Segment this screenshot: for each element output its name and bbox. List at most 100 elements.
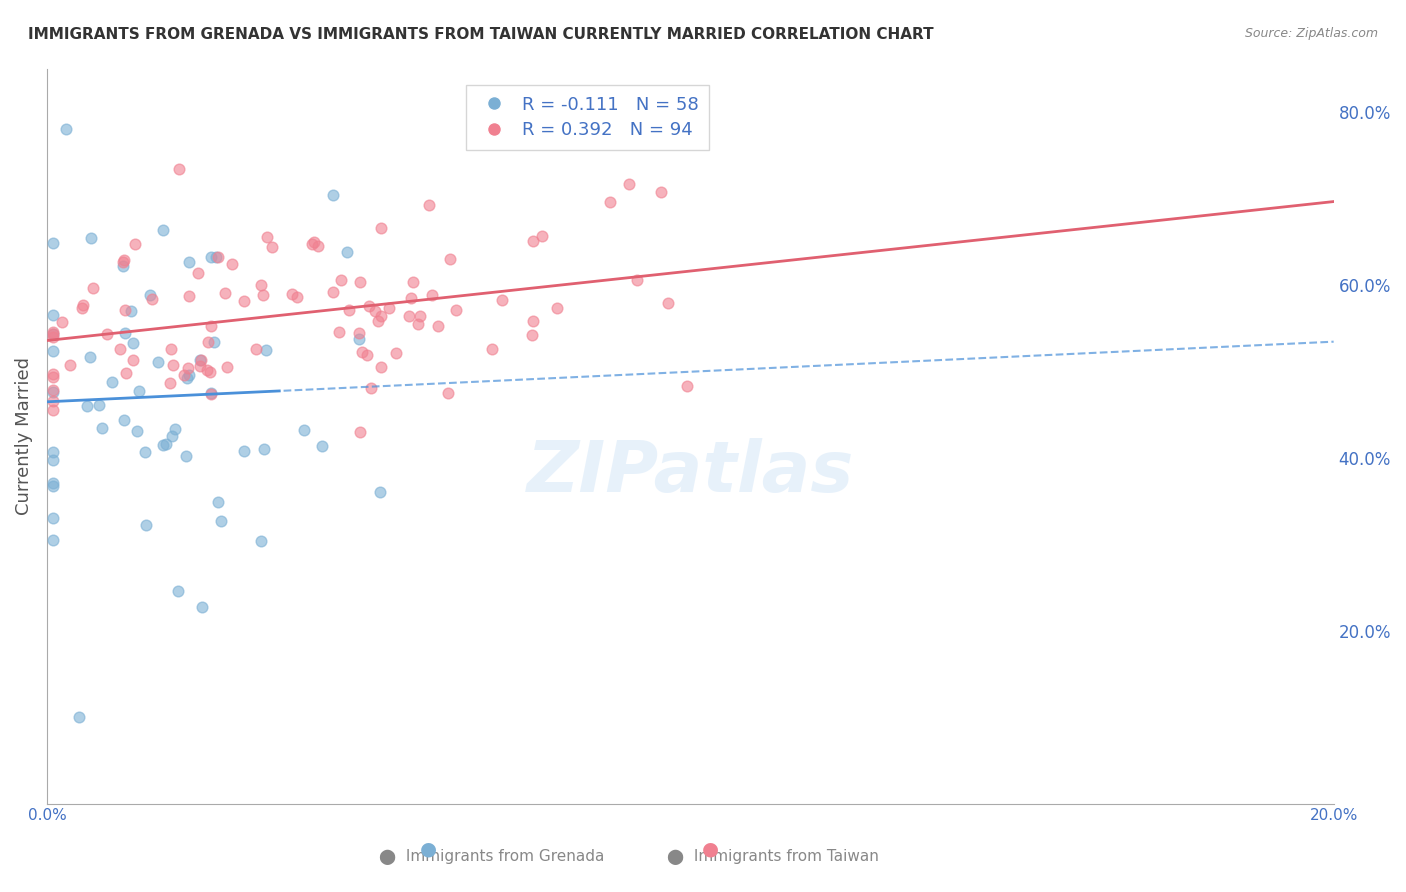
Point (51, 315, 73, 329)
Point (115, 367, 138, 381)
Point (91, 421, 114, 435)
Point (79, 350, 101, 364)
Point (87, 398, 110, 412)
Point (122, 353, 145, 368)
Point (177, 289, 200, 303)
Point (221, 257, 243, 271)
Point (626, 272, 648, 286)
Point (280, 287, 302, 301)
Point (205, 250, 228, 264)
Text: ⬤  Immigrants from Taiwan: ⬤ Immigrants from Taiwan (668, 849, 879, 865)
Point (311, 439, 333, 453)
Text: ●: ● (702, 839, 718, 858)
Point (155, 436, 177, 450)
Point (42, 343, 65, 358)
Point (349, 425, 371, 439)
Point (188, 359, 211, 373)
Point (67, 710, 90, 724)
Point (42, 394, 65, 409)
Point (148, 355, 170, 369)
Point (322, 285, 344, 300)
Point (330, 273, 353, 287)
Point (328, 325, 350, 339)
Point (384, 345, 406, 359)
Point (42, 453, 65, 467)
Text: ●: ● (420, 839, 437, 858)
Point (200, 318, 222, 333)
Point (152, 223, 174, 237)
Point (179, 368, 201, 382)
Point (200, 250, 222, 264)
Point (108, 343, 131, 357)
Point (42, 475, 65, 490)
Point (401, 291, 423, 305)
Point (422, 288, 444, 302)
Point (349, 275, 371, 289)
Point (167, 162, 190, 177)
Point (96, 327, 118, 342)
Point (42, 479, 65, 493)
Point (357, 299, 380, 313)
Point (111, 260, 134, 274)
Y-axis label: Currently Married: Currently Married (15, 357, 32, 515)
Point (207, 494, 229, 508)
Point (127, 424, 149, 438)
Point (111, 255, 134, 269)
Point (378, 301, 401, 316)
Point (245, 343, 267, 357)
Point (522, 234, 544, 248)
Point (356, 348, 378, 362)
Text: IMMIGRANTS FROM GRENADA VS IMMIGRANTS FROM TAIWAN CURRENTLY MARRIED CORRELATION : IMMIGRANTS FROM GRENADA VS IMMIGRANTS FR… (28, 27, 934, 42)
Point (42, 403, 65, 417)
Point (209, 514, 232, 528)
Point (256, 230, 278, 244)
Point (191, 600, 214, 615)
Legend: R = -0.111   N = 58, R = 0.392   N = 94: R = -0.111 N = 58, R = 0.392 N = 94 (465, 85, 709, 150)
Point (42, 235, 65, 250)
Point (285, 290, 308, 304)
Point (370, 309, 392, 323)
Point (177, 254, 200, 268)
Point (402, 276, 425, 290)
Point (350, 345, 373, 359)
Point (42, 445, 65, 459)
Point (42, 369, 65, 384)
Point (197, 334, 219, 349)
Point (173, 368, 195, 383)
Point (188, 353, 211, 368)
Point (42, 384, 65, 398)
Point (42, 326, 65, 341)
Point (202, 335, 225, 350)
Point (141, 293, 163, 307)
Point (176, 370, 198, 384)
Point (491, 293, 513, 307)
Point (59, 358, 82, 372)
Point (322, 187, 344, 202)
Point (121, 336, 143, 351)
Point (302, 235, 325, 250)
Point (112, 253, 135, 268)
Point (101, 376, 124, 390)
Point (307, 239, 329, 253)
Point (198, 365, 221, 379)
Point (599, 194, 621, 209)
Point (349, 326, 371, 340)
Point (617, 177, 640, 191)
Point (190, 352, 212, 367)
Point (195, 363, 218, 377)
Point (70, 301, 93, 316)
Point (233, 293, 256, 308)
Point (42, 533, 65, 547)
Point (160, 342, 183, 356)
Point (418, 198, 440, 212)
Point (163, 422, 186, 436)
Point (444, 303, 467, 318)
Point (367, 314, 389, 328)
Text: Source: ZipAtlas.com: Source: ZipAtlas.com (1244, 27, 1378, 40)
Point (522, 314, 544, 328)
Point (370, 360, 392, 375)
Point (187, 266, 209, 280)
Point (166, 583, 188, 598)
Point (42, 385, 65, 400)
Point (207, 250, 229, 264)
